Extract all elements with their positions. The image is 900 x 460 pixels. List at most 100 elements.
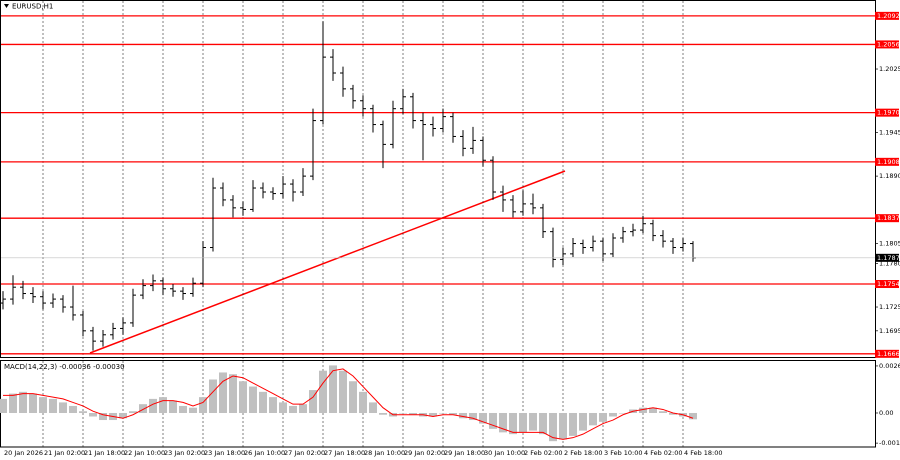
macd-title: MACD(14,22,3) -0.00036 -0.00030 — [4, 363, 125, 371]
level-label-box — [875, 11, 899, 20]
y-tick-label: -0.00171 — [879, 439, 900, 447]
histogram-bar — [539, 412, 547, 435]
histogram-bar — [429, 412, 437, 417]
level-label: 1.1970 — [877, 109, 900, 117]
level-label-box — [875, 280, 899, 289]
level-label-box — [875, 40, 899, 49]
trend-line — [89, 170, 566, 354]
level-label: 1.2056 — [877, 40, 900, 48]
level-label: 1.1754 — [877, 280, 900, 288]
y-tick-label: 1.1780 — [879, 259, 900, 267]
histogram-bar — [359, 391, 367, 413]
level-label-box — [875, 157, 899, 166]
histogram-bar — [529, 412, 537, 431]
histogram-bar — [579, 412, 587, 431]
histogram-bar — [569, 412, 577, 436]
y-tick-label: 1.1805 — [879, 240, 900, 248]
x-tick-label: 20 Jan 2026 — [4, 449, 43, 457]
histogram-bar — [119, 412, 127, 419]
y-tick-label: 1.1945 — [879, 128, 900, 136]
level-label-box — [875, 349, 899, 358]
histogram-bar — [259, 391, 267, 413]
histogram-bar — [439, 412, 447, 414]
x-tick-label: 3 Feb 10:00 — [604, 449, 643, 457]
histogram-bar — [149, 398, 157, 413]
histogram-bar — [469, 412, 477, 421]
histogram-bar — [309, 390, 317, 413]
current-price-label: 1.1787 — [877, 254, 900, 262]
x-tick-label: 21 Jan 18:00 — [84, 449, 125, 457]
level-label: 1.1908 — [877, 158, 900, 166]
histogram-bar — [639, 407, 647, 413]
histogram-bar — [189, 407, 197, 413]
x-tick-label: 29 Jan 18:00 — [444, 449, 485, 457]
histogram-bar — [239, 381, 247, 413]
histogram-bar — [179, 405, 187, 413]
histogram-bar — [479, 412, 487, 424]
x-tick-label: 26 Jan 10:00 — [244, 449, 285, 457]
histogram-bar — [9, 393, 17, 413]
histogram-bar — [689, 412, 697, 420]
histogram-bar — [599, 412, 607, 422]
signal-line — [3, 368, 694, 440]
histogram-bar — [499, 412, 507, 433]
histogram-bar — [349, 381, 357, 413]
x-tick-label: 30 Jan 10:00 — [484, 449, 525, 457]
level-label: 1.1837 — [877, 214, 900, 222]
histogram-bar — [669, 412, 677, 415]
histogram-bar — [69, 405, 77, 413]
x-tick-label: 23 Jan 02:00 — [164, 449, 205, 457]
histogram-bar — [139, 404, 147, 413]
histogram-bar — [169, 400, 177, 413]
menu-arrow[interactable] — [4, 4, 9, 8]
x-tick-label: 21 Jan 02:00 — [44, 449, 85, 457]
histogram-bar — [399, 412, 407, 414]
level-label: 1.1666 — [877, 350, 900, 358]
main-panel-frame — [0, 0, 876, 358]
y-tick-label: 1.1725 — [879, 303, 900, 311]
y-tick-label: 0.00267 — [879, 362, 900, 370]
histogram-bar — [269, 397, 277, 413]
histogram-bar — [279, 402, 287, 413]
histogram-bar — [19, 391, 27, 413]
histogram-bar — [339, 370, 347, 413]
histogram-bar — [589, 412, 597, 426]
level-label-box — [875, 214, 899, 223]
histogram-bar — [329, 365, 337, 413]
current-price-box — [875, 253, 899, 262]
histogram-bar — [369, 402, 377, 413]
histogram-bar — [209, 379, 217, 413]
histogram-bar — [379, 412, 387, 415]
histogram-bar — [199, 397, 207, 413]
histogram-bar — [49, 398, 57, 413]
histogram-bar — [609, 412, 617, 417]
y-tick-label: 0.00 — [879, 409, 893, 417]
histogram-bar — [509, 412, 517, 435]
histogram-bar — [229, 374, 237, 413]
histogram-bar — [409, 412, 417, 415]
histogram-bar — [99, 412, 107, 421]
symbol-title: EURUSD,H1 — [12, 3, 53, 11]
level-label: 1.2092 — [877, 12, 900, 20]
histogram-bar — [519, 412, 527, 433]
histogram-bar — [489, 412, 497, 429]
y-tick-label: 1.2025 — [879, 65, 900, 73]
level-label-box — [875, 108, 899, 117]
histogram-bar — [319, 370, 327, 413]
x-tick-label: 22 Jan 10:00 — [124, 449, 165, 457]
histogram-bar — [549, 412, 557, 442]
y-tick-label: 1.1890 — [879, 172, 900, 180]
x-tick-label: 29 Jan 02:00 — [404, 449, 445, 457]
histogram-bar — [219, 372, 227, 413]
x-tick-label: 27 Jan 18:00 — [324, 449, 365, 457]
histogram-bar — [159, 397, 167, 413]
x-tick-label: 27 Jan 02:00 — [284, 449, 325, 457]
histogram-bar — [0, 398, 7, 413]
histogram-bar — [299, 404, 307, 413]
histogram-bar — [29, 393, 37, 413]
x-tick-label: 4 Feb 18:00 — [684, 449, 723, 457]
x-tick-label: 28 Jan 10:00 — [364, 449, 405, 457]
histogram-bar — [459, 412, 467, 419]
